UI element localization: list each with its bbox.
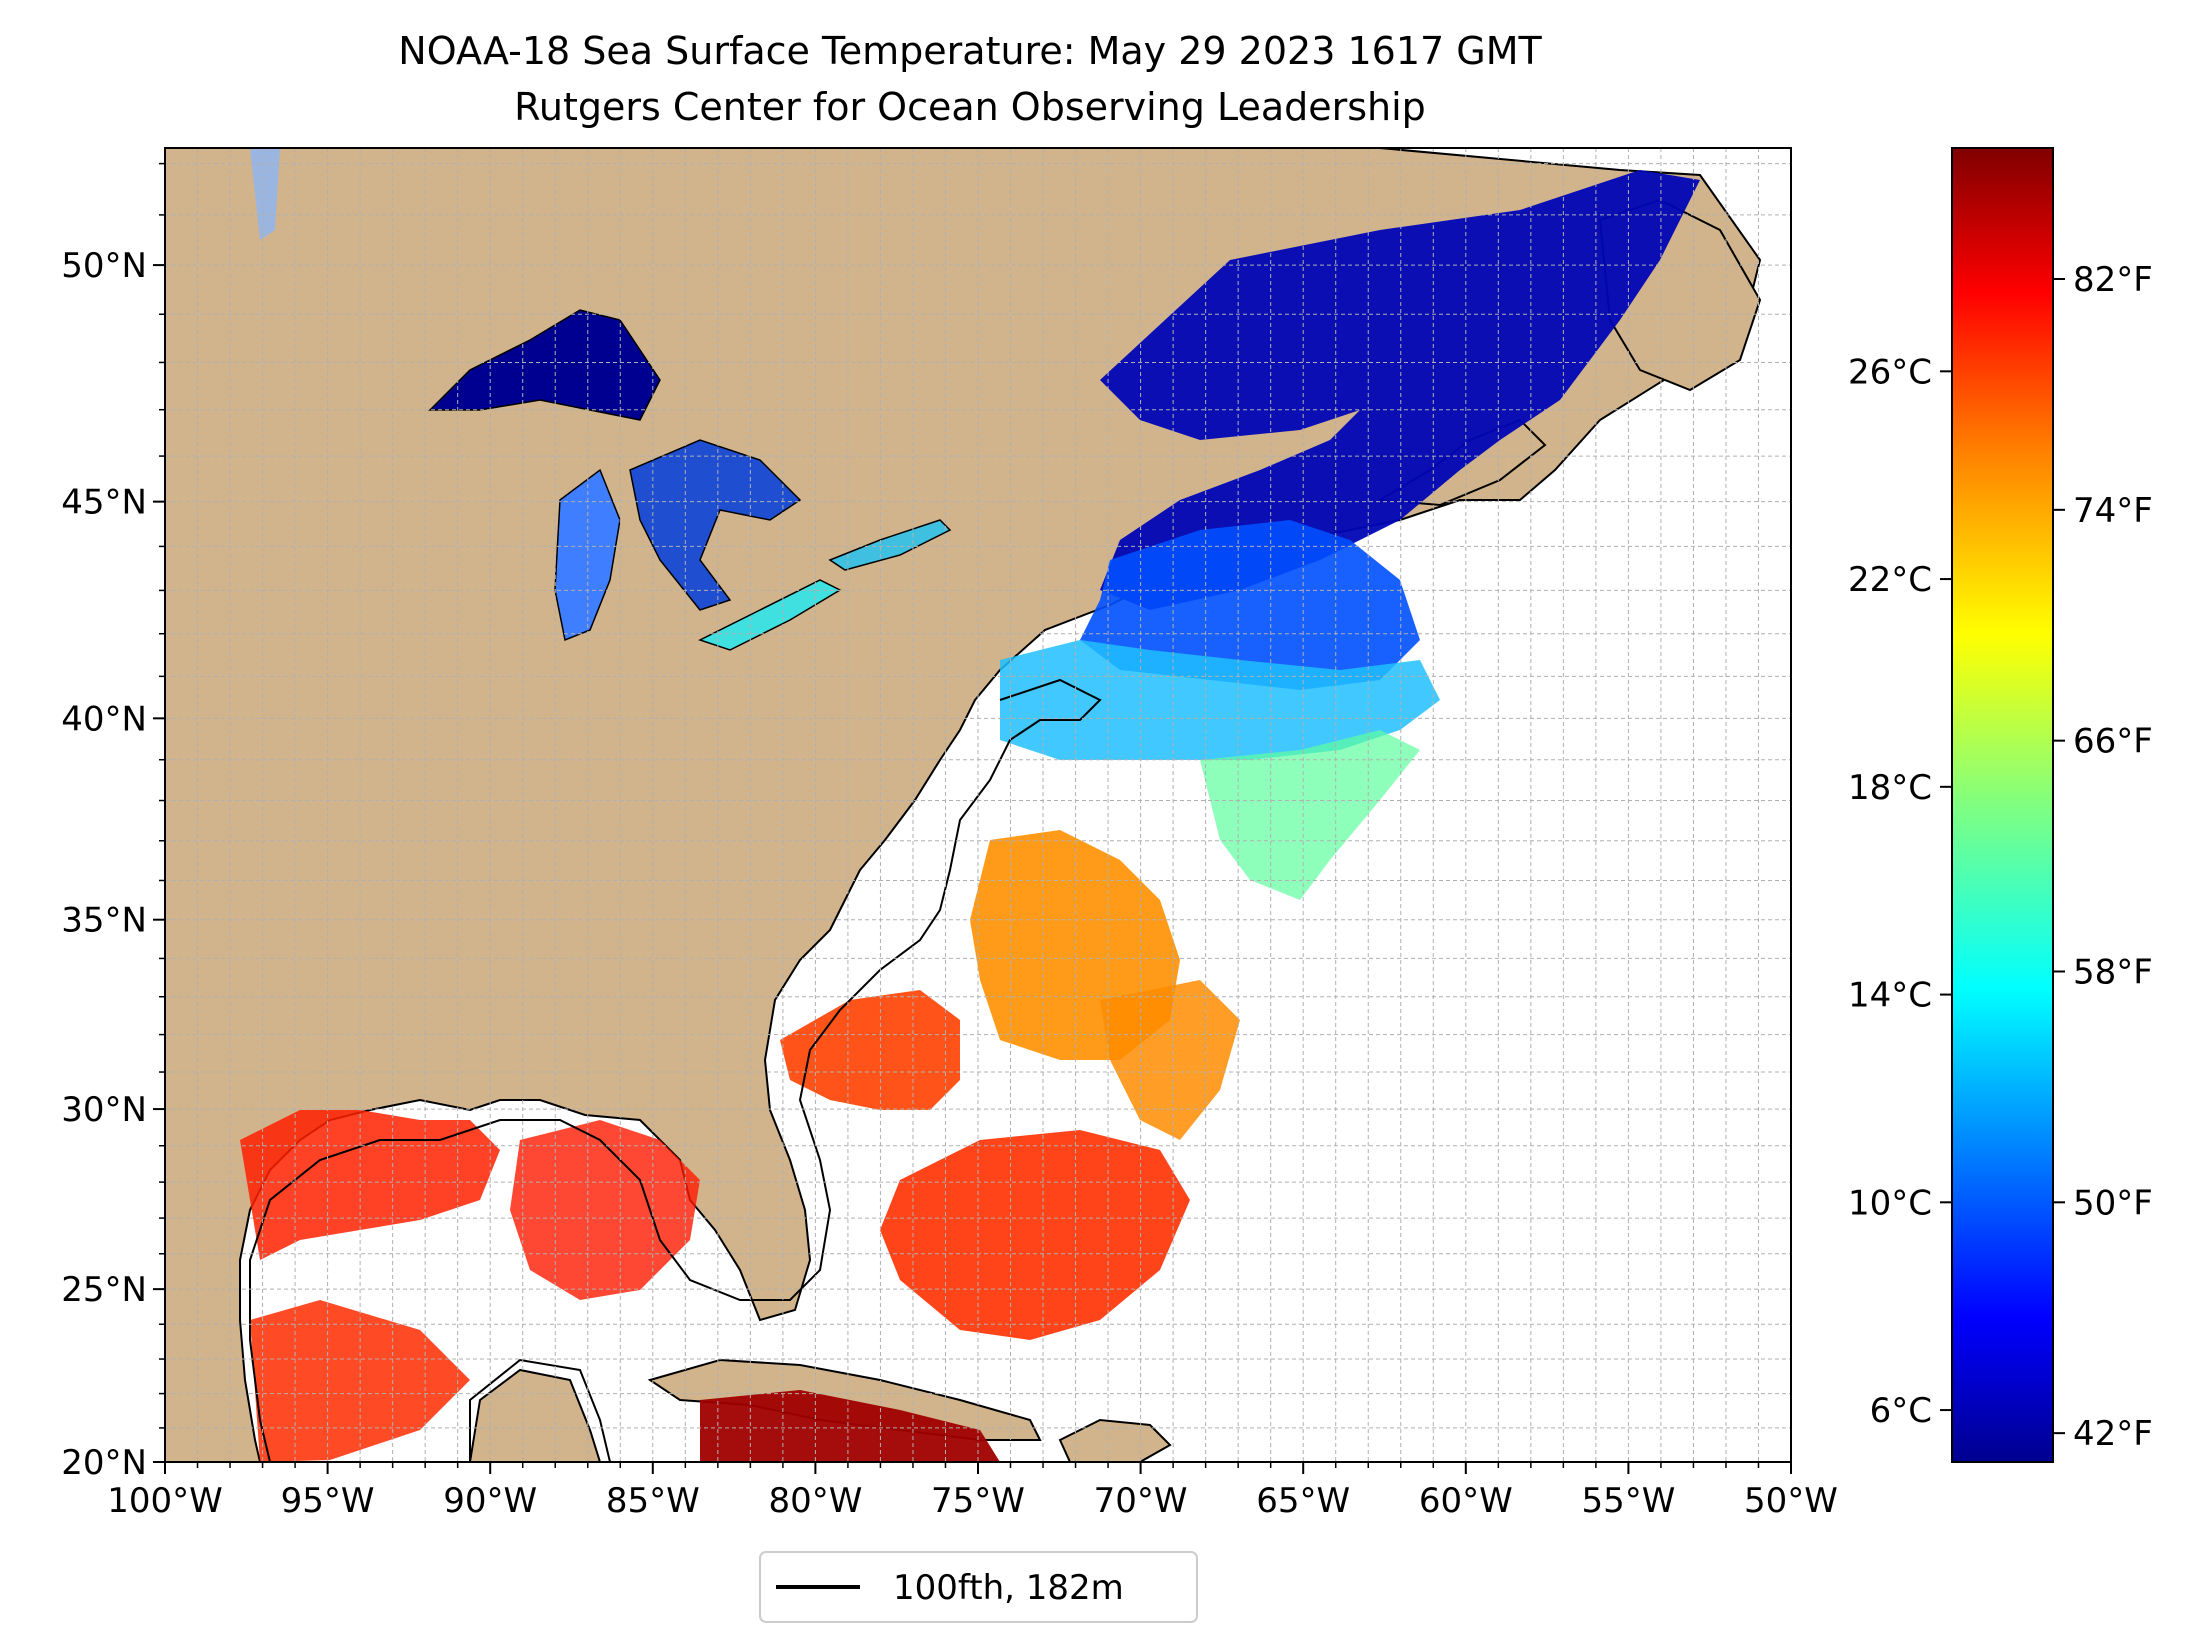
sst-gulf-of-st-lawrence	[1100, 170, 1700, 610]
sst-caribbean	[700, 1390, 1000, 1462]
colorbar-fahrenheit-label: 42°F	[2073, 1414, 2153, 1454]
legend: 100fth, 182m	[759, 1551, 1198, 1623]
colorbar-celsius-label: 14°C	[1848, 976, 1932, 1016]
colorbar: 6°C 10°C 14°C 18°C 22°C 26°C 42°F 50°F 58°F 66°F…	[1848, 147, 2153, 1463]
lon-tick-label: 50°W	[1744, 1481, 1838, 1521]
lon-tick-label: 90°W	[443, 1481, 537, 1521]
great-lakes	[250, 148, 952, 651]
map-area	[165, 148, 1791, 1462]
lon-tick-label: 75°W	[931, 1481, 1025, 1521]
legend-label: 100fth, 182m	[893, 1568, 1124, 1608]
lon-tick-label: 65°W	[1256, 1481, 1350, 1521]
gridlines	[165, 148, 1791, 1462]
sst-slope-water	[1200, 730, 1420, 900]
sst-sargasso-patch	[1100, 980, 1240, 1140]
colorbar-celsius-label: 10°C	[1848, 1183, 1932, 1223]
colorbar-fahrenheit-label: 82°F	[2073, 260, 2153, 300]
land-yucatan	[468, 1368, 602, 1462]
colorbar-fahrenheit-label: 66°F	[2073, 722, 2153, 762]
land-hispaniola	[1058, 1418, 1172, 1462]
lat-tick-label: 40°N	[61, 699, 147, 739]
colorbar-celsius-label: 6°C	[1870, 1391, 1932, 1431]
sst-gulf-west	[240, 1110, 500, 1260]
colorbar-celsius-label: 26°C	[1848, 352, 1932, 392]
lake-superior	[428, 309, 661, 421]
lat-tick-label: 25°N	[61, 1270, 147, 1310]
lon-tick-label: 85°W	[606, 1481, 700, 1521]
colorbar-celsius-label: 18°C	[1848, 768, 1932, 808]
colorbar-celsius-ticks: 6°C 10°C 14°C 18°C 22°C 26°C	[1848, 352, 1952, 1431]
colorbar-fahrenheit-ticks: 42°F 50°F 58°F 66°F 74°F 82°F	[2053, 260, 2153, 1454]
lon-tick-label: 80°W	[768, 1481, 862, 1521]
sst-patches	[240, 170, 1700, 1462]
lat-tick-label: 45°N	[61, 483, 147, 523]
isobath-100fth-yucatan	[469, 1358, 611, 1462]
lat-tick-label: 30°N	[61, 1090, 147, 1130]
colorbar-fahrenheit-label: 74°F	[2073, 491, 2153, 531]
map-subtitle: Rutgers Center for Ocean Observing Leade…	[514, 85, 1426, 129]
legend-box	[759, 1551, 1198, 1623]
colorbar-fahrenheit-label: 50°F	[2073, 1183, 2153, 1223]
lon-tick-label: 95°W	[281, 1481, 375, 1521]
lon-tick-label: 100°W	[107, 1481, 223, 1521]
sst-gulf-of-maine	[1080, 520, 1420, 690]
lat-tick-label: 35°N	[61, 901, 147, 941]
lon-axis: 100°W 95°W 90°W 85°W 80°W 75°W 70°W 65°W 60°W 55°…	[107, 1462, 1838, 1521]
colorbar-celsius-label: 22°C	[1848, 560, 1932, 600]
lon-tick-label: 55°W	[1581, 1481, 1675, 1521]
lon-tick-label: 70°W	[1094, 1481, 1188, 1521]
colorbar-gradient	[1951, 147, 2054, 1463]
colorbar-fahrenheit-label: 58°F	[2073, 952, 2153, 992]
sst-south-atlantic-bight	[780, 990, 960, 1110]
lake-winnipeg	[250, 148, 280, 240]
lon-tick-label: 60°W	[1419, 1481, 1513, 1521]
lat-axis: 20°N 25°N 30°N 35°N 40°N 45°N 50°N	[61, 162, 165, 1483]
lat-tick-label: 50°N	[61, 246, 147, 286]
sst-mid-atlantic-bight	[1000, 640, 1440, 760]
lat-tick-label: 20°N	[61, 1443, 147, 1483]
map-title: NOAA-18 Sea Surface Temperature: May 29 …	[398, 29, 1542, 73]
